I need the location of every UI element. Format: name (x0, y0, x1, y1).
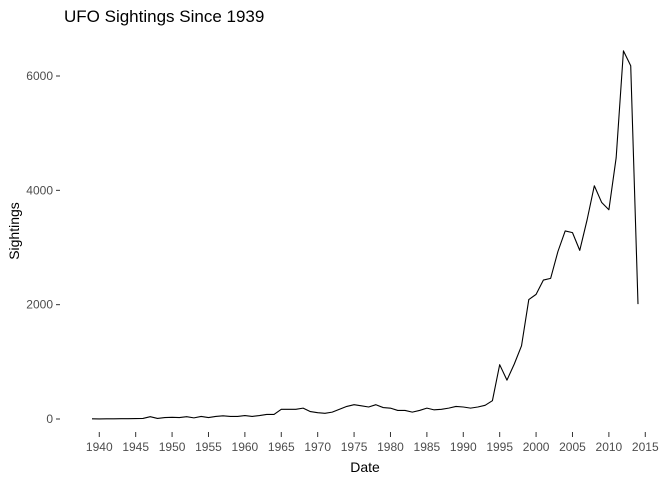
x-tick-label: 1960 (232, 440, 259, 454)
y-tick-label: 0 (46, 412, 53, 426)
x-axis: 1940 1945 1950 1955 1960 1965 1970 1975 1980 1985… (86, 432, 659, 454)
x-tick-label: 1965 (268, 440, 295, 454)
chart-title: UFO Sightings Since 1939 (64, 7, 264, 26)
y-tick-label: 2000 (26, 298, 53, 312)
x-tick-label: 1940 (86, 440, 113, 454)
x-tick-label: 2010 (596, 440, 623, 454)
x-tick-label: 1990 (450, 440, 477, 454)
x-tick-label: 2000 (523, 440, 550, 454)
y-tick-label: 6000 (26, 69, 53, 83)
x-tick-label: 2005 (559, 440, 586, 454)
x-tick-label: 1985 (414, 440, 441, 454)
plot-area (91, 50, 639, 420)
y-tick-label: 4000 (26, 183, 53, 197)
series-line-0 (91, 50, 639, 420)
x-tick-label: 1980 (377, 440, 404, 454)
y-axis: 0 2000 4000 6000 (26, 69, 60, 426)
x-tick-label: 1975 (341, 440, 368, 454)
x-axis-title: Date (350, 459, 380, 475)
x-tick-label: 1955 (195, 440, 222, 454)
x-tick-label: 1945 (122, 440, 149, 454)
x-tick-label: 1950 (159, 440, 186, 454)
x-tick-label: 2015 (632, 440, 659, 454)
y-axis-title: Sightings (6, 202, 22, 260)
x-tick-label: 1970 (304, 440, 331, 454)
x-tick-label: 1995 (486, 440, 513, 454)
